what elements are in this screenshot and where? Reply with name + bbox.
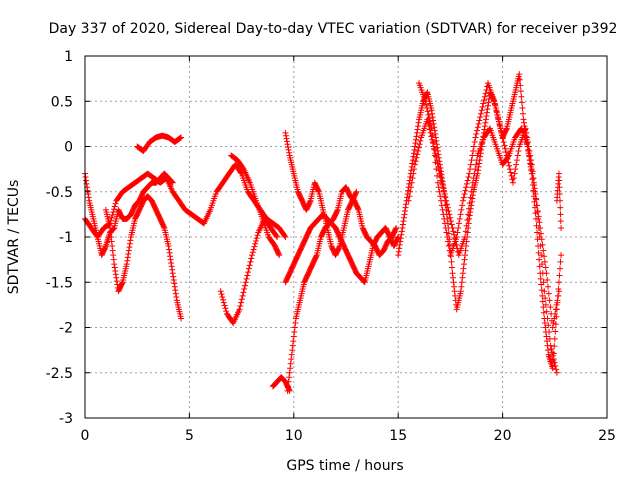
grid-lines	[85, 56, 607, 418]
data-point-markers	[102, 193, 185, 322]
series-s4	[134, 132, 185, 155]
series-s5	[217, 215, 281, 326]
y-tick-label: 0	[64, 140, 73, 156]
data-point-markers	[269, 374, 293, 394]
y-tick-label: -1.5	[46, 275, 73, 291]
x-tick-label: 5	[185, 428, 194, 444]
data-point-markers	[217, 215, 281, 326]
y-tick-label: 0.5	[51, 94, 73, 110]
x-tick-label: 15	[389, 428, 407, 444]
data-point-markers	[416, 80, 560, 376]
y-tick-label: -2.5	[46, 366, 73, 382]
series-s6	[228, 152, 283, 259]
data-point-markers	[134, 132, 185, 155]
x-tick-label: 10	[285, 428, 303, 444]
series-s9	[284, 184, 400, 394]
chart-title: Day 337 of 2020, Sidereal Day-to-day VTE…	[49, 21, 618, 37]
axis-ticks: 0 5 10 15 20 25 1 0.5 0 -0.5 -1 -1.5 -2 -2.5 -3	[46, 49, 616, 444]
x-axis-label: GPS time / hours	[286, 458, 403, 474]
x-tick-label: 20	[494, 428, 512, 444]
series-s11	[395, 71, 565, 372]
data-point-markers	[282, 129, 360, 259]
y-tick-label: -0.5	[46, 185, 73, 201]
data-point-markers	[395, 71, 565, 372]
y-tick-label: -1	[59, 230, 73, 246]
y-axis-label: SDTVAR / TECUs	[6, 180, 22, 295]
series-s3	[102, 193, 185, 322]
series-s10	[269, 374, 293, 394]
y-tick-label: -2	[59, 321, 73, 337]
series-s8	[282, 129, 360, 259]
series-s14	[553, 170, 565, 231]
data-point-markers	[405, 116, 562, 331]
x-tick-label: 25	[598, 428, 616, 444]
y-tick-label: -3	[59, 411, 73, 427]
data-point-markers	[228, 152, 283, 259]
y-tick-label: 1	[64, 49, 73, 65]
x-tick-label: 0	[81, 428, 90, 444]
data-point-markers	[553, 170, 565, 231]
data-point-markers	[284, 184, 400, 394]
series-s13	[416, 80, 560, 376]
series-s12	[405, 116, 562, 331]
data-points	[82, 71, 565, 394]
